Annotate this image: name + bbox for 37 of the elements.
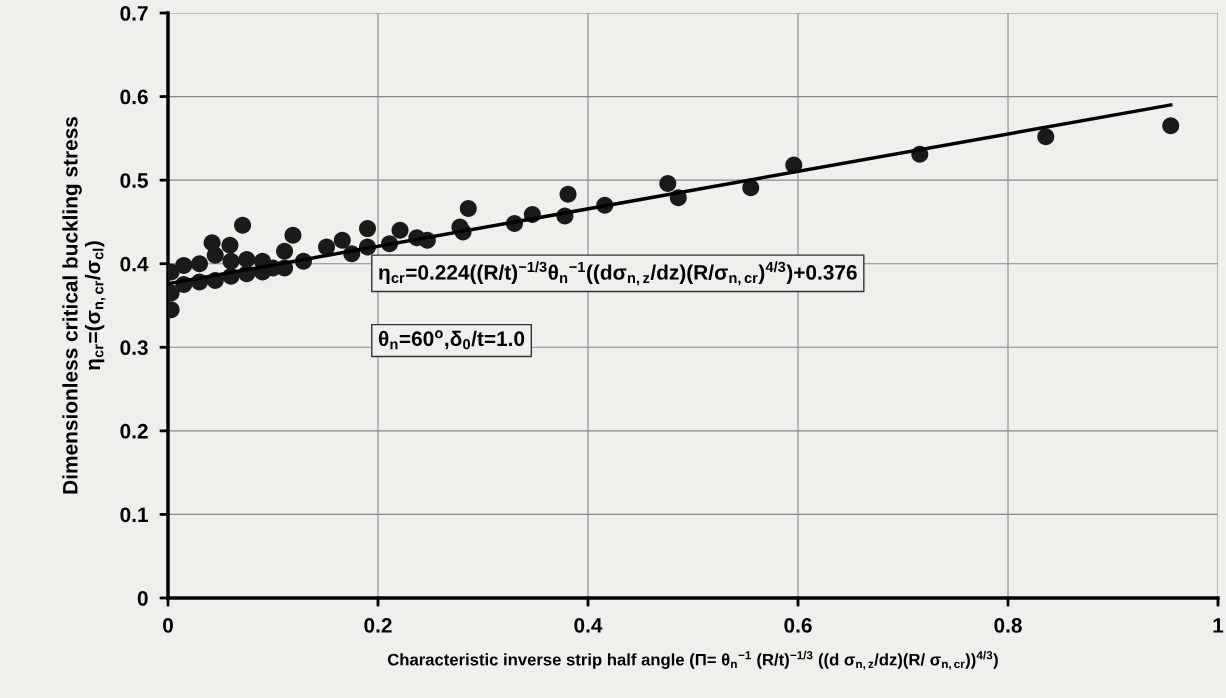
- point: [175, 256, 193, 274]
- point: [333, 231, 351, 249]
- point: [276, 242, 294, 260]
- y-tick-label: 0.6: [120, 89, 148, 105]
- x-tick-label: 0.6: [784, 617, 812, 633]
- x-tick-label: 1: [1213, 618, 1224, 633]
- point: [391, 221, 409, 239]
- y-tick-label: 0.7: [120, 6, 148, 21]
- point: [238, 251, 256, 269]
- y-tick-label: 0.2: [120, 423, 148, 439]
- x-tick-label: 0: [163, 617, 173, 633]
- point: [318, 238, 336, 256]
- point: [203, 234, 221, 252]
- point: [659, 174, 677, 192]
- point: [222, 252, 240, 270]
- point: [559, 185, 577, 203]
- text: η$_{cr}$=0.224((R/t)$^{−1/3}$θ$_{n}$$^{−1}$((dσ$_{n,z}$/dz)(R/σ$_{n,cr}$)$^{4/3}$)+0.376: [379, 261, 857, 286]
- point: [459, 200, 477, 218]
- point: [190, 255, 209, 273]
- y-tick-label: 0: [137, 591, 148, 606]
- text: Characteristic inverse strip half angle (Π= θ$_{n}$$^{−1}$ (R/t)$^{−1/3}$ ((d σ$_{n,z}$/dz)(R/ σ$_{n,cr}$))$^{4/3}$): [387, 650, 998, 670]
- point: [358, 220, 377, 238]
- y-tick-label: 0.5: [120, 173, 148, 188]
- point: [742, 179, 760, 197]
- point: [284, 226, 302, 244]
- annotation: θ$_{n}$=60$^{o}$,δ$_{0}$/t=1.0: [378, 330, 525, 350]
- point: [234, 216, 252, 234]
- y-tick-label: 0.4: [120, 256, 149, 272]
- x-tick-label: 0.2: [364, 617, 392, 633]
- y-tick-label: 0.1: [120, 507, 148, 523]
- x-tick-label: 0.4: [574, 617, 603, 633]
- point: [221, 236, 239, 254]
- point: [1162, 117, 1180, 135]
- y-axis-title: Dimensionless critical buckling stress η$_{cr}$=(σ$_{n,cr}$/σ$_{cl}$): [62, 117, 106, 494]
- x-tick-label: 0.8: [994, 617, 1022, 633]
- y-tick-label: 0.3: [120, 340, 148, 356]
- point: [1037, 128, 1055, 146]
